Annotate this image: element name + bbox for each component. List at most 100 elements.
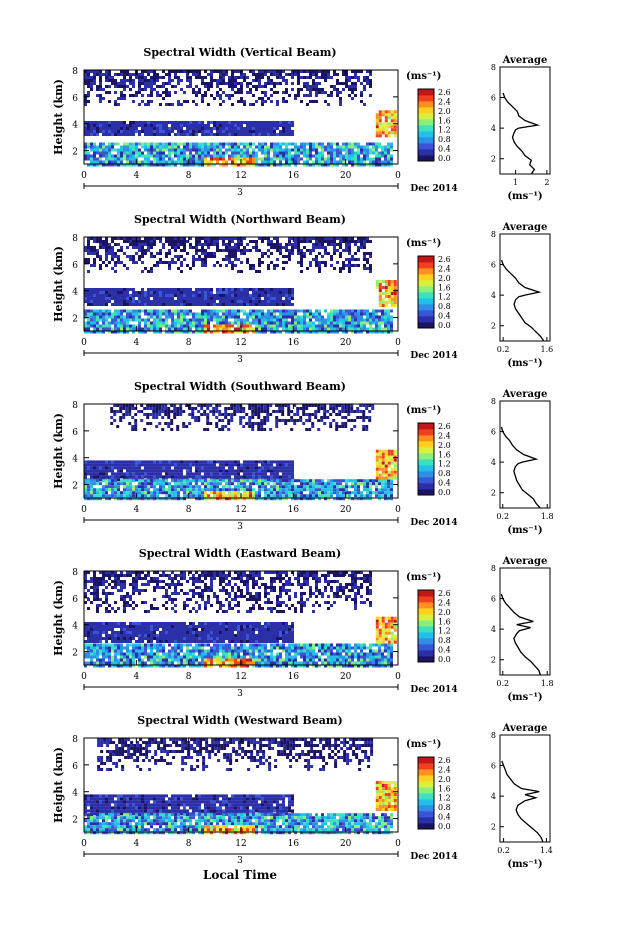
- heatmap-cell: [123, 79, 126, 82]
- heatmap-cell: [347, 410, 351, 413]
- heatmap-cell: [315, 157, 318, 161]
- heatmap-cell: [288, 482, 291, 486]
- heatmap-cell: [84, 294, 87, 297]
- heatmap-cell: [348, 151, 351, 155]
- heatmap-cell: [147, 243, 150, 246]
- heatmap-cell: [264, 300, 267, 303]
- heatmap-cell: [153, 475, 156, 479]
- heatmap-cell: [315, 261, 318, 264]
- heatmap-cell: [252, 121, 255, 124]
- heatmap-cell: [110, 407, 114, 410]
- heatmap-cell: [210, 73, 213, 76]
- heatmap-cell: [323, 404, 327, 407]
- heatmap-cell: [231, 154, 234, 158]
- heatmap-cell: [333, 73, 336, 76]
- heatmap-cell: [195, 472, 198, 476]
- heatmap-cell: [342, 330, 345, 334]
- heatmap-cell: [132, 494, 135, 498]
- heatmap-cell: [219, 127, 222, 130]
- heatmap-cell: [161, 404, 165, 407]
- heatmap-cell: [204, 240, 207, 243]
- heatmap-cell: [384, 324, 387, 328]
- heatmap-cell: [357, 491, 360, 495]
- heatmap-cell: [324, 160, 327, 164]
- heatmap-cell: [282, 488, 285, 492]
- heatmap-cell: [276, 157, 279, 161]
- heatmap-cell: [189, 160, 192, 164]
- heatmap-cell: [297, 148, 300, 152]
- heatmap-cell: [300, 485, 303, 489]
- heatmap-cell: [324, 261, 327, 264]
- heatmap-cell: [93, 157, 96, 161]
- heatmap-cell: [84, 466, 87, 470]
- heatmap-cell: [165, 303, 168, 306]
- heatmap-cell: [294, 160, 297, 164]
- heatmap-cell: [219, 482, 222, 486]
- heatmap-cell: [171, 124, 174, 127]
- heatmap-cell: [87, 321, 90, 325]
- heatmap-cell: [291, 312, 294, 316]
- heatmap-cell: [188, 413, 192, 416]
- heatmap-cell: [350, 407, 354, 410]
- heatmap-cell: [162, 321, 165, 325]
- heatmap-cell: [183, 485, 186, 489]
- heatmap-cell: [303, 324, 306, 328]
- heatmap-cell: [273, 142, 276, 146]
- heatmap-cell: [258, 475, 261, 479]
- heatmap-cell: [231, 472, 234, 476]
- heatmap-cell: [252, 73, 255, 76]
- heatmap-cell: [288, 485, 291, 489]
- date-label: Dec 2014: [410, 351, 457, 361]
- heatmap-cell: [303, 315, 306, 319]
- heatmap-cell: [240, 297, 243, 300]
- heatmap-cell: [312, 145, 315, 149]
- heatmap-cell: [312, 70, 315, 73]
- heatmap-cell: [218, 410, 222, 413]
- heatmap-cell: [114, 121, 117, 124]
- heatmap-cell: [255, 243, 258, 246]
- heatmap-cell: [84, 97, 87, 100]
- heatmap-cell: [105, 482, 108, 486]
- heatmap-cell: [138, 258, 141, 261]
- heatmap-cell: [141, 246, 144, 249]
- heatmap-cell: [165, 318, 168, 322]
- heatmap-cell: [216, 121, 219, 124]
- heatmap-cell: [153, 463, 156, 467]
- heatmap-cell: [138, 73, 141, 76]
- heatmap-cell: [393, 292, 397, 295]
- heatmap-cell: [354, 160, 357, 164]
- heatmap-cell: [200, 404, 204, 407]
- heatmap-cell: [240, 100, 243, 103]
- heatmap-cell: [384, 157, 387, 161]
- heatmap-cell: [237, 469, 240, 473]
- heatmap-cell: [90, 127, 93, 130]
- heatmap-cell: [384, 485, 387, 489]
- heatmap-cell: [228, 76, 231, 79]
- heatmap-cell: [359, 410, 363, 413]
- heatmap-cell: [321, 261, 324, 264]
- heatmap-cell: [120, 466, 123, 470]
- heatmap-cell: [297, 157, 300, 161]
- heatmap-cell: [255, 479, 258, 483]
- heatmap-cell: [324, 488, 327, 492]
- heatmap-cell: [195, 154, 198, 158]
- heatmap-cell: [257, 407, 261, 410]
- heatmap-cell: [378, 151, 381, 155]
- heatmap-cell: [105, 258, 108, 261]
- heatmap-cell: [141, 294, 144, 297]
- heatmap-cell: [260, 422, 264, 425]
- heatmap-cell: [171, 312, 174, 316]
- heatmap-cell: [111, 82, 114, 85]
- heatmap-cell: [114, 157, 117, 161]
- heatmap-cell: [344, 416, 348, 419]
- heatmap-cell: [258, 145, 261, 149]
- heatmap-cell: [159, 297, 162, 300]
- heatmap-cell: [168, 330, 171, 334]
- heatmap-cell: [147, 70, 150, 73]
- heatmap-cell: [330, 491, 333, 495]
- heatmap-cell: [168, 249, 171, 252]
- heatmap-cell: [189, 288, 192, 291]
- heatmap-cell: [261, 133, 264, 136]
- heatmap-cell: [255, 79, 258, 82]
- heatmap-cell: [129, 312, 132, 316]
